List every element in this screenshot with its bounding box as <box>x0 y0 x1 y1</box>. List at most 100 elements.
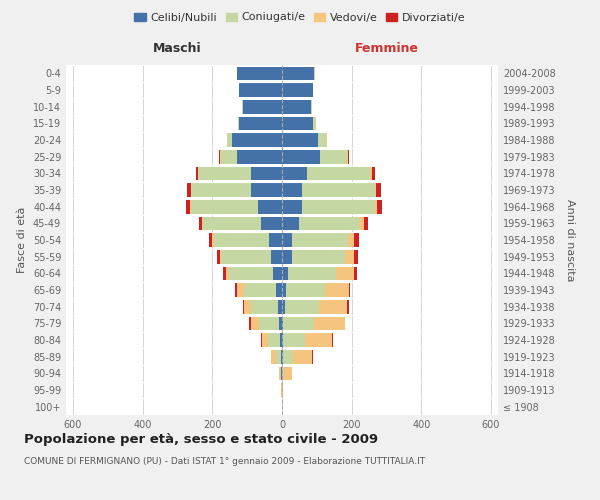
Bar <box>219 150 282 164</box>
Bar <box>191 200 282 213</box>
Bar <box>237 66 282 80</box>
Bar <box>276 350 282 364</box>
Bar <box>227 133 282 147</box>
Bar <box>282 200 302 213</box>
Bar <box>244 300 282 314</box>
Bar <box>229 266 282 280</box>
Bar <box>217 250 282 264</box>
Bar <box>186 200 282 213</box>
Bar <box>226 266 282 280</box>
Bar <box>282 100 311 114</box>
Bar <box>282 366 284 380</box>
Bar <box>282 183 376 197</box>
Bar <box>276 283 282 297</box>
Bar <box>282 83 313 97</box>
Bar <box>282 216 368 230</box>
Bar <box>239 83 282 97</box>
Bar <box>273 266 282 280</box>
Bar <box>282 300 349 314</box>
Bar <box>202 216 282 230</box>
Bar <box>282 133 326 147</box>
Bar <box>282 316 283 330</box>
Legend: Celibi/Nubili, Coniugati/e, Vedovi/e, Divorziati/e: Celibi/Nubili, Coniugati/e, Vedovi/e, Di… <box>130 8 470 27</box>
Bar <box>242 100 282 114</box>
Bar <box>282 233 292 247</box>
Bar <box>281 366 282 380</box>
Bar <box>199 216 282 230</box>
Bar <box>282 350 293 364</box>
Bar <box>237 66 282 80</box>
Bar <box>282 300 285 314</box>
Bar <box>227 133 282 147</box>
Bar <box>199 166 282 180</box>
Bar <box>281 383 282 397</box>
Bar <box>238 116 282 130</box>
Bar <box>278 300 282 314</box>
Bar <box>282 83 313 97</box>
Bar <box>282 383 283 397</box>
Bar <box>281 366 282 380</box>
Bar <box>232 133 282 147</box>
Bar <box>242 100 282 114</box>
Bar <box>282 316 314 330</box>
Bar <box>238 150 282 164</box>
Bar <box>235 283 282 297</box>
Bar <box>282 66 315 80</box>
Bar <box>282 183 302 197</box>
Text: Femmine: Femmine <box>355 42 419 54</box>
Bar <box>238 116 282 130</box>
Bar <box>282 166 370 180</box>
Bar <box>282 283 286 297</box>
Bar <box>243 300 282 314</box>
Bar <box>282 116 316 130</box>
Bar <box>282 333 283 347</box>
Bar <box>282 216 299 230</box>
Bar <box>282 66 315 80</box>
Bar <box>282 316 346 330</box>
Bar <box>282 150 349 164</box>
Bar <box>237 66 282 80</box>
Bar <box>282 250 355 264</box>
Bar <box>282 266 355 280</box>
Bar <box>227 133 282 147</box>
Bar <box>282 233 359 247</box>
Bar <box>281 383 282 397</box>
Bar <box>282 216 364 230</box>
Bar <box>190 200 282 213</box>
Bar <box>209 233 282 247</box>
Bar <box>212 233 282 247</box>
Bar <box>279 366 282 380</box>
Bar <box>221 150 282 164</box>
Bar <box>282 300 319 314</box>
Bar <box>282 133 326 147</box>
Bar <box>238 66 282 80</box>
Bar <box>282 266 288 280</box>
Bar <box>271 350 282 364</box>
Bar <box>282 216 359 230</box>
Bar <box>282 100 312 114</box>
Bar <box>197 166 282 180</box>
Bar <box>282 250 345 264</box>
Bar <box>269 233 282 247</box>
Bar <box>251 183 282 197</box>
Bar <box>238 116 282 130</box>
Bar <box>214 233 282 247</box>
Bar <box>282 250 358 264</box>
Y-axis label: Fasce di età: Fasce di età <box>17 207 27 273</box>
Bar <box>282 350 283 364</box>
Bar <box>282 166 307 180</box>
Bar <box>282 66 315 80</box>
Bar <box>243 100 282 114</box>
Bar <box>282 333 332 347</box>
Bar <box>239 116 282 130</box>
Bar <box>282 150 347 164</box>
Bar <box>282 183 381 197</box>
Bar <box>282 366 292 380</box>
Bar <box>282 300 347 314</box>
Bar <box>242 100 282 114</box>
Bar <box>239 83 282 97</box>
Bar <box>187 183 282 197</box>
Bar <box>282 283 350 297</box>
Bar <box>271 250 282 264</box>
Bar <box>261 333 282 347</box>
